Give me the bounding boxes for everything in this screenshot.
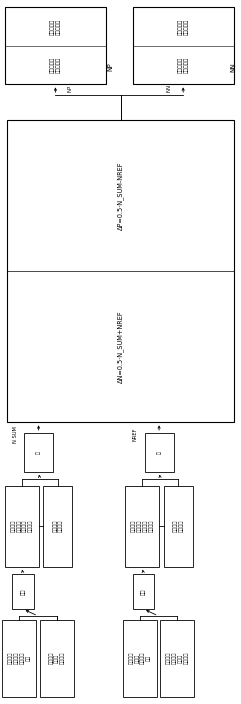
Text: ΔN=0.5·N_SUM+NREF: ΔN=0.5·N_SUM+NREF: [117, 310, 124, 383]
Bar: [160, 620, 194, 697]
Text: NREF: NREF: [133, 428, 137, 441]
Text: NN: NN: [231, 62, 237, 72]
Text: 子模块投
切换算法: 子模块投 切换算法: [173, 520, 184, 532]
Text: 稳态控制
换相失败
预测控制
换相控制: 稳态控制 换相失败 预测控制 换相控制: [11, 520, 33, 532]
Text: 综: 综: [36, 451, 41, 454]
Bar: [40, 620, 74, 697]
Bar: [7, 120, 234, 422]
Text: 下辅助输入
子模块个数: 下辅助输入 子模块个数: [178, 57, 188, 73]
Text: 检测: 检测: [20, 588, 25, 595]
Bar: [125, 486, 159, 567]
Bar: [5, 7, 106, 84]
Text: 直流电压
直流电流
交流电压
相位: 直流电压 直流电流 交流电压 相位: [8, 652, 30, 665]
Text: N SUM: N SUM: [13, 427, 18, 443]
Bar: [5, 486, 39, 567]
Text: 稳态控制
换相失败
预测控制
交流控制: 稳态控制 换相失败 预测控制 交流控制: [131, 520, 153, 532]
Bar: [24, 433, 53, 472]
Text: 下辅助输入
子模块个数: 下辅助输入 子模块个数: [50, 57, 61, 73]
Text: 直流电压
直流电流
子模块
电容电压: 直流电压 直流电流 子模块 电容电压: [166, 652, 188, 665]
Text: NN: NN: [166, 84, 171, 92]
Bar: [12, 574, 34, 609]
Text: 子模块投
切换算法: 子模块投 切换算法: [53, 520, 63, 532]
Bar: [133, 574, 154, 609]
Text: NP: NP: [67, 84, 72, 92]
Bar: [43, 486, 72, 567]
Text: 综: 综: [157, 451, 161, 454]
Bar: [133, 7, 234, 84]
Text: 交流参考
电流值
交流控制
参数: 交流参考 电流值 交流控制 参数: [129, 652, 151, 665]
Text: ΔP=0.5·N_SUM-NREF: ΔP=0.5·N_SUM-NREF: [117, 161, 124, 230]
Text: 检测: 检测: [141, 588, 146, 595]
Text: 直流参考
电流值
换相参数: 直流参考 电流值 换相参数: [48, 652, 65, 665]
Text: 上辅助输入
子模块个数: 上辅助输入 子模块个数: [50, 18, 61, 34]
Text: NP: NP: [108, 63, 114, 71]
Bar: [2, 620, 36, 697]
Bar: [123, 620, 157, 697]
Bar: [164, 486, 193, 567]
Bar: [145, 433, 174, 472]
Text: 下辅助输入
子模块个数: 下辅助输入 子模块个数: [178, 18, 188, 34]
